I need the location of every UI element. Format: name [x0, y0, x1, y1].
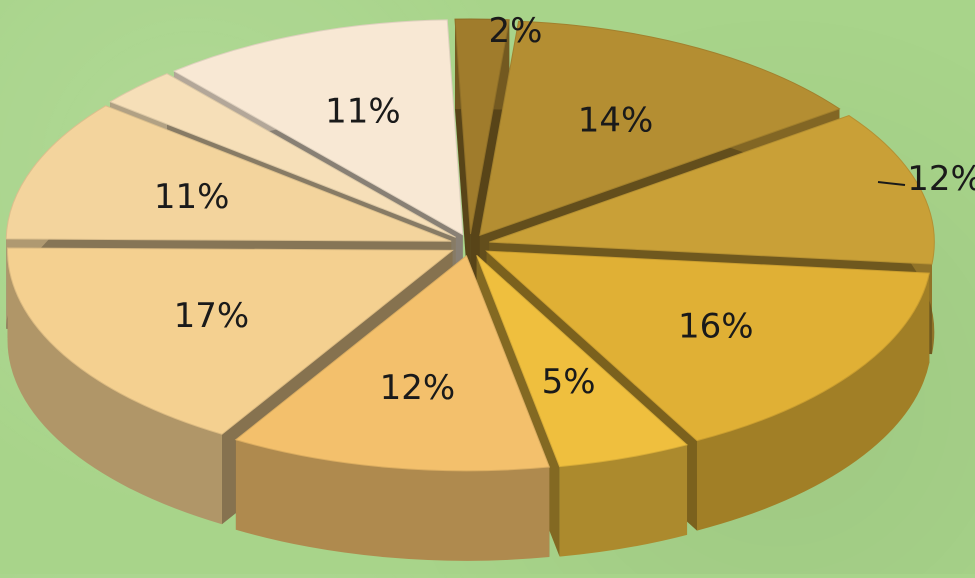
- pie-slice-label: 14%: [578, 100, 654, 140]
- pie-slice-label: 17%: [174, 296, 250, 336]
- pie-slice: [234, 255, 551, 472]
- pie-slice-label: 16%: [678, 306, 754, 346]
- pie-slice-label: 12%: [380, 368, 456, 408]
- pie-slice: [109, 73, 456, 238]
- pie-slice-label: 11%: [154, 177, 230, 217]
- pie-slice: [172, 19, 464, 236]
- pie-slice: [454, 18, 510, 235]
- pie-slice-group: [234, 255, 551, 561]
- pie-slice: [485, 250, 930, 442]
- pie-slice-rim: [696, 273, 930, 531]
- pie-label-layer: 2% 14% 12% 16% 5% 12% 17% 11% 11%: [154, 11, 975, 408]
- pie-slice: [5, 105, 452, 242]
- pie-slice: [489, 114, 935, 265]
- pie-slice-label: 2%: [489, 11, 543, 51]
- pie-slice-label: 11%: [325, 91, 401, 131]
- pie-slice-label: 5%: [542, 362, 596, 402]
- pie-slice-label: 12%: [907, 159, 975, 199]
- pie-leader-line: [877, 181, 906, 186]
- pie-slice: [476, 254, 689, 468]
- pie-top-layer: [5, 18, 935, 561]
- pie-slice-rim: [7, 248, 222, 525]
- pie-slice: [479, 20, 841, 237]
- pie-slice-rim: [559, 444, 688, 557]
- pie-slice: [7, 247, 454, 435]
- pie-slice-rim: [235, 439, 550, 561]
